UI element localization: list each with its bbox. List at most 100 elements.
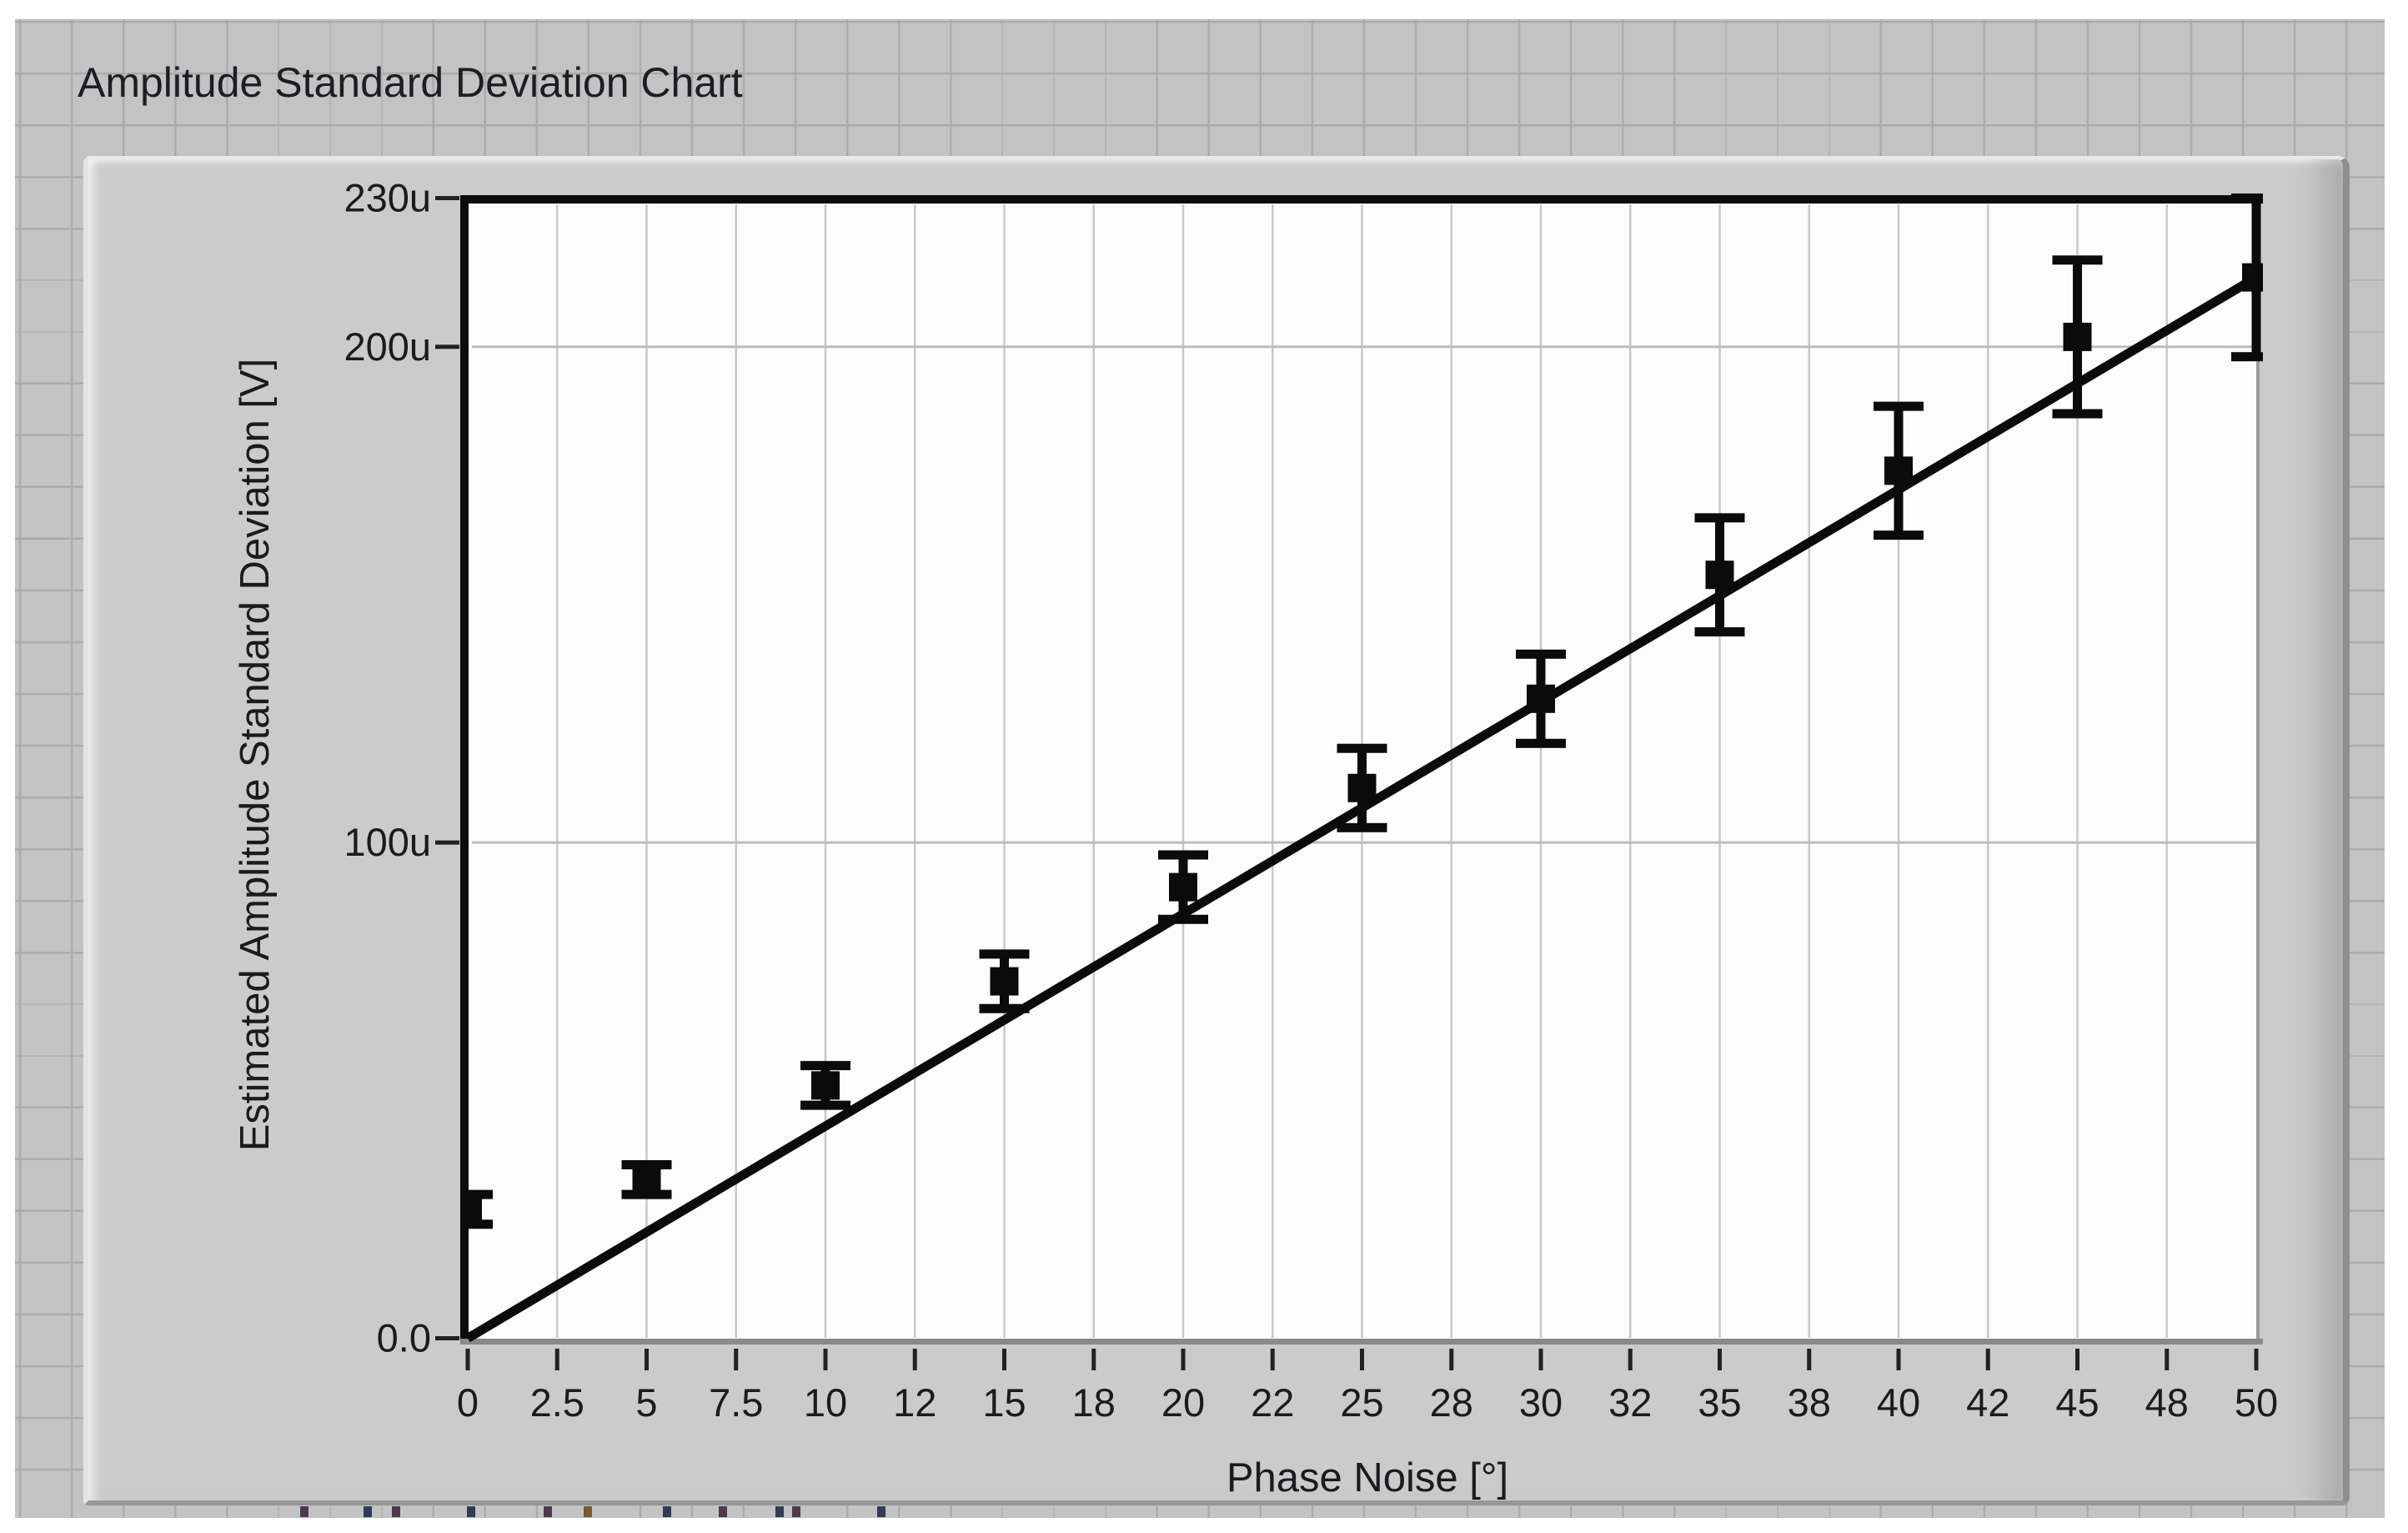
x-tick	[1091, 1349, 1096, 1370]
data-point	[2231, 194, 2263, 362]
data-point	[621, 1159, 672, 1199]
y-axis-title: Estimated Amplitude Standard Deviation […	[233, 359, 278, 1152]
data-point-marker	[990, 967, 1019, 996]
clipped-glyph-top	[792, 1506, 800, 1517]
x-tick-label: 35	[1698, 1380, 1741, 1425]
y-tick	[435, 196, 459, 200]
window-edge-top	[0, 0, 2408, 19]
data-point	[1874, 401, 1924, 540]
error-bar-cap-top	[1874, 401, 1924, 411]
clipped-glyph-top	[584, 1506, 592, 1517]
error-bar-cap-bottom	[1337, 822, 1387, 832]
error-bar-cap-bottom	[979, 1003, 1030, 1013]
x-tick-label: 50	[2235, 1380, 2278, 1425]
data-point-marker	[1527, 684, 1555, 713]
x-tick	[1270, 1349, 1275, 1370]
error-bar-cap-bottom	[1874, 530, 1924, 540]
plot-gridlines	[472, 204, 2256, 1338]
plot-frame	[460, 195, 2263, 1345]
y-tick	[435, 840, 459, 845]
clipped-glyph-top	[719, 1506, 727, 1517]
y-tick-label: 100u	[344, 820, 431, 864]
x-tick-label: 45	[2055, 1380, 2099, 1425]
error-bar-cap-bottom	[1158, 914, 1208, 924]
x-tick	[1628, 1349, 1633, 1370]
window-edge-bottom	[0, 1518, 2408, 1533]
x-tick-label: 48	[2145, 1380, 2189, 1425]
data-point-marker	[1705, 560, 1734, 590]
data-point	[800, 1061, 850, 1110]
data-point-marker	[2063, 322, 2092, 351]
error-bar-cap-top	[1694, 513, 1745, 523]
error-bar-cap-top	[2052, 255, 2103, 265]
x-tick-label: 0	[457, 1380, 479, 1425]
data-point	[1694, 513, 1745, 637]
error-bar-cap-top	[1516, 649, 1566, 659]
data-point-marker	[811, 1071, 840, 1100]
clipped-glyph-top	[663, 1506, 671, 1517]
error-bar-cap-top	[2231, 194, 2263, 203]
data-point-marker	[1884, 456, 1913, 485]
x-tick-label: 12	[893, 1380, 936, 1425]
x-tick	[912, 1349, 917, 1370]
plot-frame-right	[2256, 197, 2260, 1341]
x-tick	[2254, 1349, 2259, 1370]
error-bar-cap-top	[1158, 850, 1208, 860]
clipped-glyph-top	[392, 1506, 400, 1517]
clipped-glyph-top	[775, 1506, 784, 1517]
x-tick-label: 30	[1519, 1380, 1563, 1425]
error-bar-cap-bottom	[800, 1100, 850, 1110]
x-tick-label: 2.5	[530, 1380, 584, 1425]
error-bar-cap-top	[800, 1061, 850, 1071]
chart-control-label: Amplitude Standard Deviation Chart	[78, 59, 743, 106]
chart-series	[462, 194, 2263, 1343]
data-point	[2052, 255, 2103, 419]
error-bar-cap-bottom	[2052, 409, 2103, 419]
x-tick-label: 38	[1788, 1380, 1831, 1425]
x-axis-title: Phase Noise [°]	[1227, 1455, 1508, 1500]
error-bar-cap-top	[1337, 743, 1387, 753]
error-bar-cap-top	[621, 1159, 672, 1169]
data-point	[462, 1189, 493, 1229]
x-tick	[1360, 1349, 1364, 1370]
y-tick	[435, 1336, 459, 1340]
x-tick	[1807, 1349, 1812, 1370]
x-tick	[2165, 1349, 2170, 1370]
error-bar-cap-top	[462, 1189, 493, 1199]
data-point-marker	[1347, 773, 1377, 802]
x-tick	[554, 1349, 559, 1370]
error-bar-cap-bottom	[2231, 352, 2263, 362]
x-tick	[734, 1349, 739, 1370]
x-tick	[1896, 1349, 1901, 1370]
clipped-glyph-top	[364, 1506, 372, 1517]
x-tick-label: 28	[1430, 1380, 1473, 1425]
y-tick-label: 0.0	[377, 1316, 431, 1360]
error-bar-cap-bottom	[1516, 738, 1566, 748]
x-axis-line	[460, 1339, 2263, 1345]
x-tick-label: 20	[1161, 1380, 1205, 1425]
error-bar-cap-bottom	[621, 1189, 672, 1199]
data-point	[1158, 850, 1208, 924]
x-tick	[1718, 1349, 1722, 1370]
x-tick-label: 22	[1251, 1380, 1294, 1425]
data-point	[979, 949, 1030, 1013]
x-tick-label: 40	[1877, 1380, 1920, 1425]
x-tick-label: 15	[982, 1380, 1026, 1425]
x-tick	[1002, 1349, 1006, 1370]
data-point	[1516, 649, 1566, 748]
window-edge-left	[0, 0, 15, 1533]
error-bar-cap-bottom	[1694, 627, 1745, 637]
x-tick-label: 25	[1340, 1380, 1383, 1425]
y-tick-label: 200u	[344, 324, 431, 369]
x-tick-label: 5	[635, 1380, 657, 1425]
x-tick	[1985, 1349, 1990, 1370]
y-axis-line	[460, 195, 469, 1345]
x-tick	[1538, 1349, 1543, 1370]
clipped-text-remnant	[0, 1506, 2408, 1518]
clipped-glyph-top	[544, 1506, 552, 1517]
x-tick	[645, 1349, 649, 1370]
x-tick-label: 7.5	[709, 1380, 763, 1425]
data-point-marker	[1169, 872, 1197, 902]
data-point-marker	[462, 1194, 482, 1224]
